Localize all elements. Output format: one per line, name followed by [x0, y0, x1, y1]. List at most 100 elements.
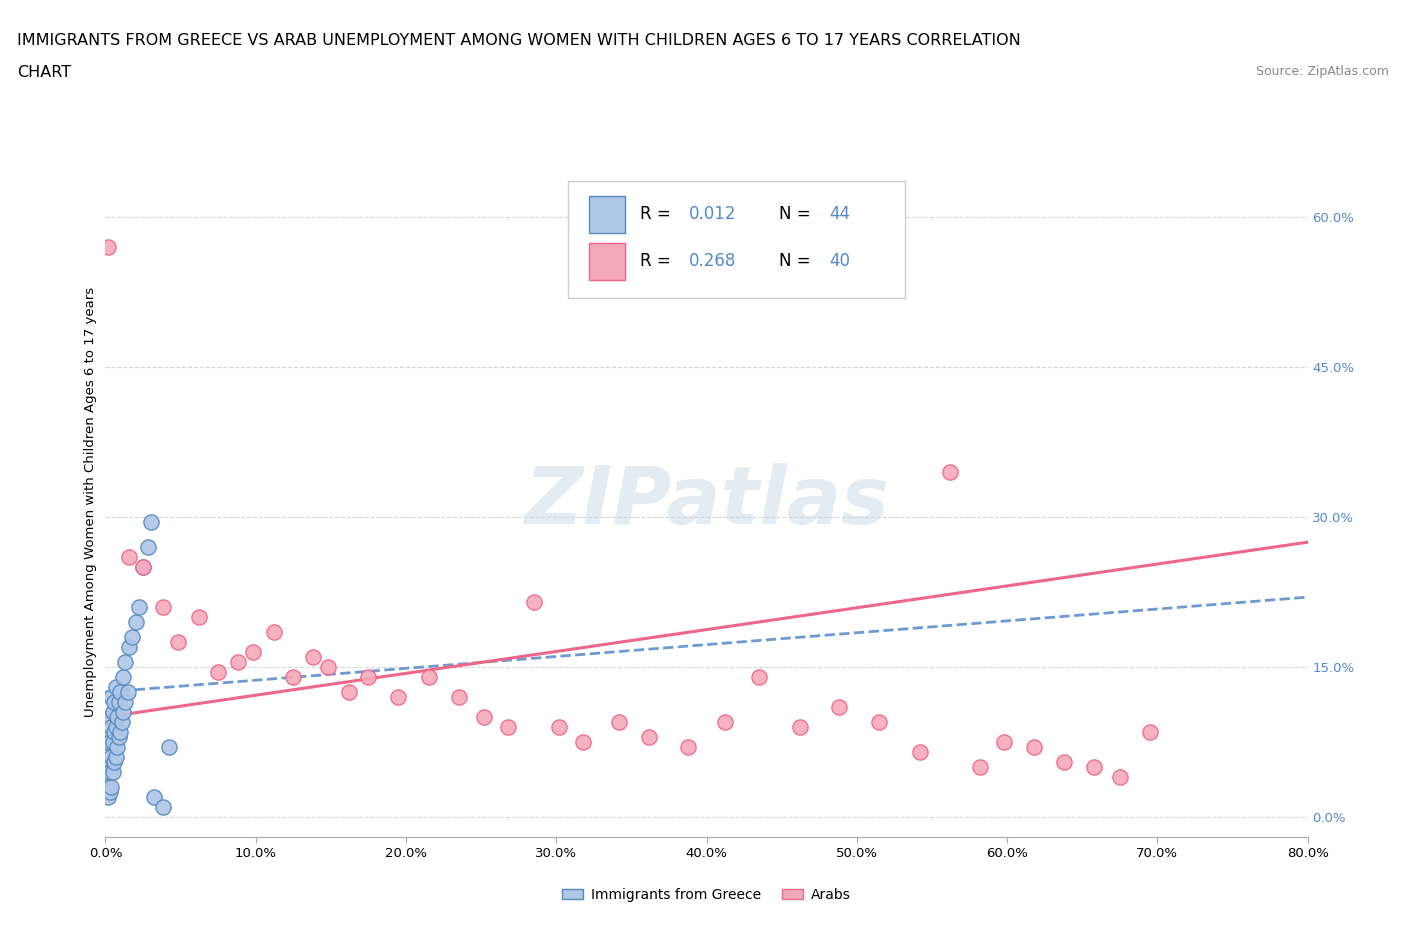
Point — [447, 690, 470, 705]
Point — [98, 735, 121, 750]
Point — [103, 695, 125, 710]
Text: 40: 40 — [830, 252, 851, 270]
Point — [418, 670, 440, 684]
Point — [868, 714, 890, 729]
Point — [1053, 754, 1076, 769]
Text: R =: R = — [640, 206, 676, 223]
Point — [132, 560, 155, 575]
Point — [114, 695, 136, 710]
Y-axis label: Unemployment Among Women with Children Ages 6 to 17 years: Unemployment Among Women with Children A… — [84, 287, 97, 717]
Point — [97, 730, 120, 745]
Point — [357, 670, 380, 684]
Point — [828, 699, 851, 714]
Point — [152, 800, 174, 815]
Point — [100, 720, 122, 735]
Point — [117, 684, 139, 699]
Point — [98, 710, 121, 724]
Point — [1108, 770, 1130, 785]
Point — [103, 754, 125, 769]
Point — [97, 760, 120, 775]
Point — [638, 730, 661, 745]
Point — [609, 714, 631, 729]
Point — [387, 690, 409, 705]
Text: 44: 44 — [830, 206, 851, 223]
Point — [124, 615, 146, 630]
Point — [108, 730, 131, 745]
Point — [939, 465, 962, 480]
Point — [337, 684, 360, 699]
Point — [114, 655, 136, 670]
Point — [139, 514, 162, 529]
Point — [496, 720, 519, 735]
Text: IMMIGRANTS FROM GREECE VS ARAB UNEMPLOYMENT AMONG WOMEN WITH CHILDREN AGES 6 TO : IMMIGRANTS FROM GREECE VS ARAB UNEMPLOYM… — [17, 33, 1021, 47]
Point — [226, 655, 249, 670]
Point — [748, 670, 770, 684]
Point — [121, 630, 143, 644]
Legend: Immigrants from Greece, Arabs: Immigrants from Greece, Arabs — [557, 882, 856, 907]
Point — [713, 714, 735, 729]
Point — [96, 750, 118, 764]
Point — [263, 625, 285, 640]
FancyBboxPatch shape — [568, 180, 905, 298]
Point — [301, 650, 323, 665]
Point — [110, 724, 132, 739]
Point — [908, 745, 931, 760]
Point — [112, 670, 135, 684]
Point — [118, 550, 141, 565]
Text: Source: ZipAtlas.com: Source: ZipAtlas.com — [1256, 65, 1389, 78]
Point — [107, 710, 129, 724]
Point — [103, 724, 125, 739]
Text: N =: N = — [779, 206, 815, 223]
Point — [283, 670, 305, 684]
Point — [96, 779, 118, 794]
Point — [100, 779, 122, 794]
Point — [101, 764, 124, 779]
Point — [1083, 760, 1105, 775]
Point — [98, 764, 121, 779]
Point — [104, 750, 127, 764]
Point — [132, 560, 155, 575]
Text: CHART: CHART — [17, 65, 70, 80]
Text: ZIPatlas: ZIPatlas — [524, 463, 889, 541]
Text: R =: R = — [640, 252, 676, 270]
Point — [993, 735, 1015, 750]
Point — [112, 705, 135, 720]
Point — [969, 760, 991, 775]
Point — [157, 739, 180, 754]
Point — [1139, 724, 1161, 739]
Bar — [589, 243, 624, 280]
Point — [548, 720, 571, 735]
Point — [136, 539, 159, 554]
Point — [100, 690, 122, 705]
Point — [104, 720, 127, 735]
Point — [523, 594, 546, 609]
Point — [472, 710, 495, 724]
Point — [101, 705, 124, 720]
Point — [789, 720, 811, 735]
Point — [678, 739, 700, 754]
Point — [572, 735, 595, 750]
Point — [104, 680, 127, 695]
Point — [187, 610, 209, 625]
Point — [100, 750, 122, 764]
Point — [101, 735, 124, 750]
Point — [118, 640, 141, 655]
Point — [166, 634, 188, 649]
Point — [97, 790, 120, 804]
Point — [107, 739, 129, 754]
Text: 0.012: 0.012 — [689, 206, 735, 223]
Text: 0.268: 0.268 — [689, 252, 735, 270]
Point — [98, 785, 121, 800]
Point — [108, 695, 131, 710]
Point — [152, 600, 174, 615]
Point — [207, 665, 229, 680]
Point — [242, 644, 264, 659]
Bar — [589, 196, 624, 232]
Point — [1022, 739, 1045, 754]
Point — [128, 600, 150, 615]
Text: N =: N = — [779, 252, 815, 270]
Point — [316, 659, 339, 674]
Point — [111, 714, 134, 729]
Point — [110, 684, 132, 699]
Point — [142, 790, 165, 804]
